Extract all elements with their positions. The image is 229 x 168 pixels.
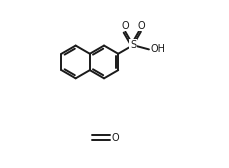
Text: O: O <box>111 133 119 143</box>
Text: O: O <box>137 21 145 31</box>
Text: O: O <box>122 21 129 31</box>
Text: S: S <box>130 40 136 50</box>
Text: OH: OH <box>151 44 166 54</box>
